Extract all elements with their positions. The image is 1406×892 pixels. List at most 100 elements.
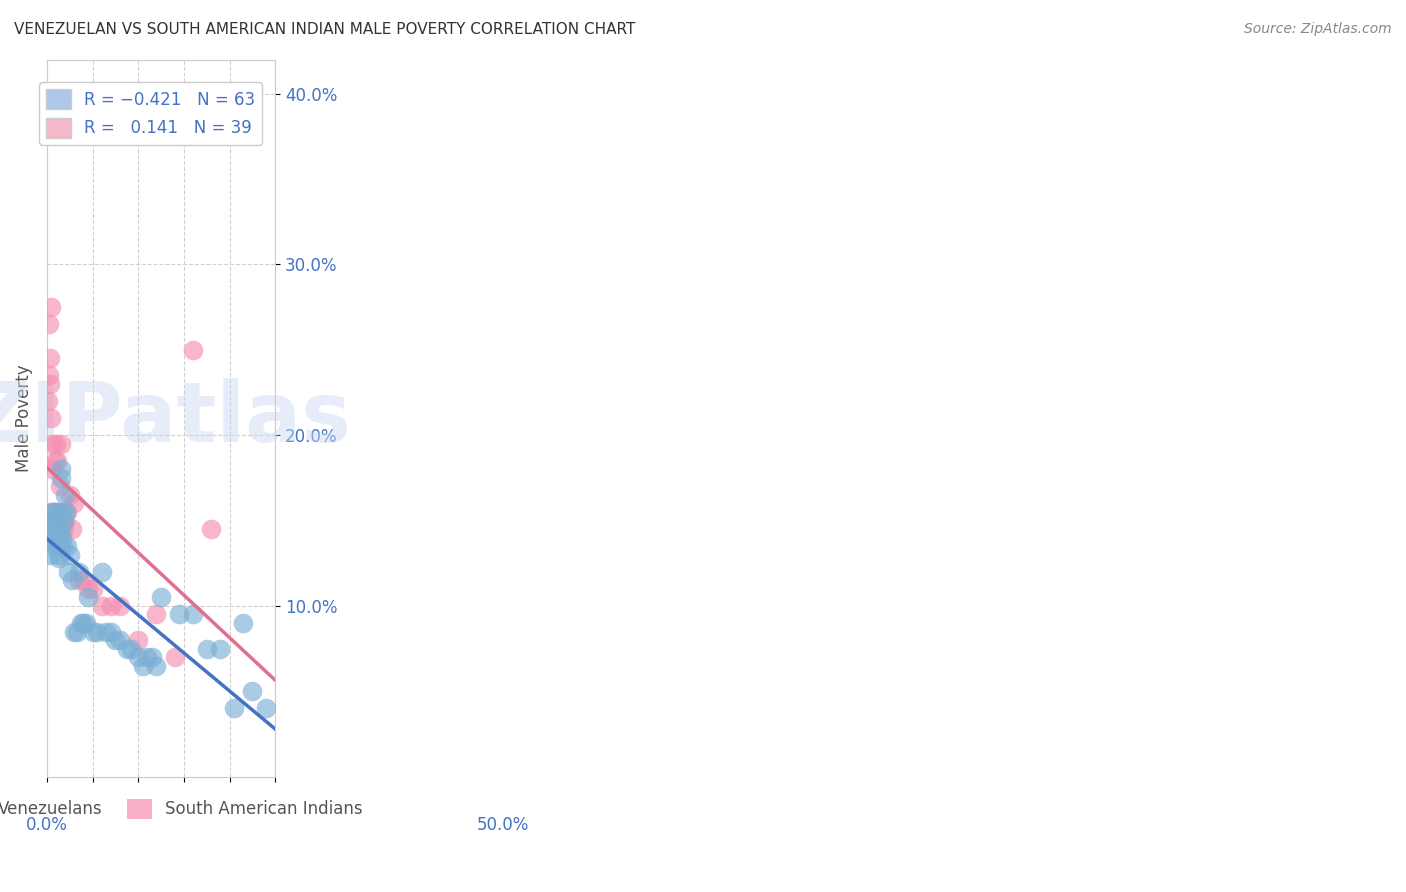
Point	[82, 624, 104, 639]
Point	[48, 539, 70, 553]
Point	[41, 462, 63, 476]
Legend: Venezuelans, South American Indians: Venezuelans, South American Indians	[0, 792, 370, 826]
Point	[115, 641, 138, 656]
Point	[70, 615, 93, 630]
Text: Source: ZipAtlas.com: Source: ZipAtlas.com	[1244, 22, 1392, 37]
Point	[82, 582, 104, 596]
Point	[41, 505, 63, 519]
Point	[254, 701, 277, 715]
Point	[51, 436, 73, 450]
Point	[37, 394, 59, 409]
Point	[90, 565, 112, 579]
Point	[181, 607, 204, 622]
Text: ZIPatlas: ZIPatlas	[0, 377, 352, 458]
Point	[53, 514, 76, 528]
Point	[132, 658, 155, 673]
Point	[42, 539, 65, 553]
Point	[39, 522, 62, 536]
Point	[59, 548, 82, 562]
Text: VENEZUELAN VS SOUTH AMERICAN INDIAN MALE POVERTY CORRELATION CHART: VENEZUELAN VS SOUTH AMERICAN INDIAN MALE…	[14, 22, 636, 37]
Point	[96, 624, 118, 639]
Point	[195, 641, 218, 656]
Point	[38, 548, 60, 562]
Point	[49, 462, 72, 476]
Point	[120, 641, 142, 656]
Point	[108, 599, 131, 613]
Point	[51, 531, 73, 545]
Point	[46, 505, 69, 519]
Point	[45, 436, 67, 450]
Point	[52, 505, 75, 519]
Point	[163, 650, 186, 665]
Point	[44, 454, 66, 468]
Point	[86, 624, 108, 639]
Point	[75, 615, 97, 630]
Point	[145, 658, 167, 673]
Point	[48, 551, 70, 566]
Point	[67, 565, 90, 579]
Text: 0.0%: 0.0%	[25, 816, 67, 834]
Point	[181, 343, 204, 357]
Point	[39, 516, 62, 531]
Point	[45, 534, 67, 549]
Point	[42, 527, 65, 541]
Point	[46, 514, 69, 528]
Point	[51, 522, 73, 536]
Point	[67, 574, 90, 588]
Point	[38, 368, 60, 383]
Point	[38, 376, 60, 391]
Point	[41, 531, 63, 545]
Point	[209, 641, 232, 656]
Point	[58, 565, 80, 579]
Point	[63, 624, 86, 639]
Point	[45, 454, 67, 468]
Point	[52, 514, 75, 528]
Point	[48, 548, 70, 562]
Point	[39, 411, 62, 425]
Point	[45, 514, 67, 528]
Point	[45, 531, 67, 545]
Point	[141, 650, 163, 665]
Point	[104, 633, 127, 648]
Point	[72, 615, 94, 630]
Point	[72, 574, 94, 588]
Point	[63, 496, 86, 510]
Point	[145, 607, 167, 622]
Point	[108, 633, 131, 648]
Point	[44, 505, 66, 519]
Y-axis label: Male Poverty: Male Poverty	[15, 364, 32, 472]
Text: 50.0%: 50.0%	[477, 816, 530, 834]
Point	[42, 505, 65, 519]
Point	[41, 514, 63, 528]
Point	[65, 624, 87, 639]
Point	[44, 534, 66, 549]
Point	[127, 650, 149, 665]
Point	[222, 701, 245, 715]
Point	[53, 488, 76, 502]
Point	[127, 633, 149, 648]
Point	[52, 539, 75, 553]
Point	[46, 505, 69, 519]
Point	[56, 539, 79, 553]
Point	[49, 505, 72, 519]
Point	[77, 591, 100, 605]
Point	[100, 599, 122, 613]
Point	[42, 505, 65, 519]
Point	[56, 505, 79, 519]
Point	[232, 615, 254, 630]
Point	[55, 505, 77, 519]
Point	[49, 471, 72, 485]
Point	[45, 522, 67, 536]
Point	[39, 351, 62, 366]
Point	[41, 505, 63, 519]
Point	[240, 684, 263, 698]
Point	[46, 522, 69, 536]
Point	[53, 522, 76, 536]
Point	[39, 300, 62, 314]
Point	[44, 516, 66, 531]
Point	[53, 514, 76, 528]
Point	[150, 591, 173, 605]
Point	[100, 624, 122, 639]
Point	[136, 650, 159, 665]
Point	[59, 488, 82, 502]
